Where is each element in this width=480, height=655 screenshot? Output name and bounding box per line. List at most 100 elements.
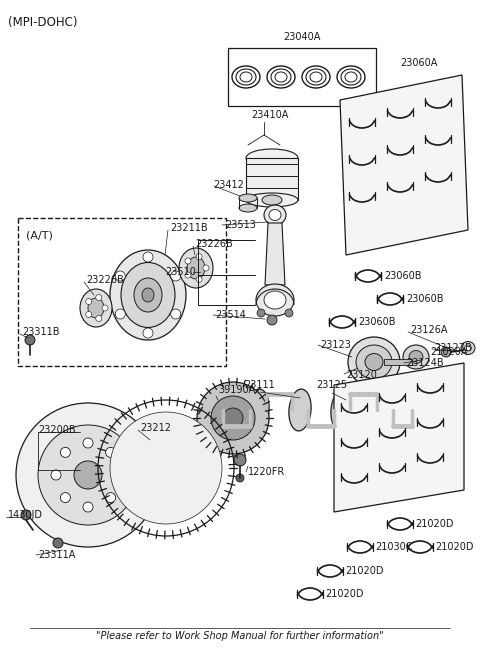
Ellipse shape [110, 250, 186, 340]
Text: 21030C: 21030C [375, 542, 412, 552]
Text: 23311A: 23311A [38, 550, 75, 560]
Ellipse shape [80, 289, 112, 327]
Text: 23060B: 23060B [358, 317, 396, 327]
Circle shape [74, 461, 102, 489]
Circle shape [196, 276, 202, 282]
Polygon shape [334, 363, 464, 512]
Ellipse shape [262, 195, 282, 205]
Text: 21020D: 21020D [435, 542, 473, 552]
Circle shape [115, 309, 125, 319]
Text: "Please refer to Work Shop Manual for further information": "Please refer to Work Shop Manual for fu… [96, 631, 384, 641]
Ellipse shape [441, 347, 451, 357]
Text: 21020D: 21020D [325, 589, 363, 599]
Circle shape [25, 335, 35, 345]
Ellipse shape [289, 389, 311, 431]
Circle shape [171, 271, 180, 281]
Text: 23120: 23120 [346, 370, 377, 380]
Text: 23311B: 23311B [22, 327, 60, 337]
Circle shape [143, 252, 153, 262]
Circle shape [223, 408, 243, 428]
Text: 23125: 23125 [316, 380, 348, 390]
Text: 23212: 23212 [140, 423, 171, 433]
Text: 23226B: 23226B [195, 239, 233, 249]
Circle shape [96, 295, 102, 301]
Ellipse shape [461, 341, 475, 354]
Ellipse shape [409, 350, 423, 364]
Ellipse shape [187, 257, 205, 279]
Text: 23412: 23412 [213, 180, 244, 190]
Ellipse shape [264, 205, 286, 225]
Ellipse shape [246, 149, 298, 167]
Ellipse shape [239, 204, 257, 212]
Ellipse shape [134, 278, 162, 312]
Ellipse shape [247, 389, 269, 431]
Ellipse shape [365, 354, 383, 371]
Circle shape [83, 502, 93, 512]
Text: 21020D: 21020D [415, 519, 454, 529]
Bar [246, 158, 298, 200]
Text: 23060A: 23060A [400, 58, 437, 68]
Circle shape [106, 493, 116, 502]
Circle shape [234, 454, 246, 466]
Ellipse shape [121, 263, 175, 328]
Circle shape [267, 315, 277, 325]
Text: 21020D: 21020D [345, 566, 384, 576]
Text: 23127B: 23127B [434, 343, 472, 353]
Ellipse shape [246, 193, 298, 207]
Circle shape [38, 425, 138, 525]
Ellipse shape [269, 210, 281, 221]
Circle shape [53, 538, 63, 548]
Circle shape [106, 447, 116, 457]
Text: 23226B: 23226B [86, 275, 124, 285]
Ellipse shape [465, 345, 471, 351]
Text: 23060B: 23060B [406, 294, 444, 304]
Circle shape [115, 271, 125, 281]
Text: 23510: 23510 [165, 267, 196, 277]
Circle shape [344, 394, 356, 406]
Circle shape [60, 493, 71, 502]
Ellipse shape [403, 345, 429, 369]
Circle shape [83, 438, 93, 448]
Circle shape [197, 382, 269, 454]
Text: 23040A: 23040A [283, 32, 321, 42]
Text: 1430JD: 1430JD [8, 510, 43, 520]
Bar [228, 48, 376, 106]
Circle shape [171, 309, 180, 319]
Circle shape [185, 272, 191, 278]
Circle shape [236, 474, 244, 482]
Text: 23200B: 23200B [38, 425, 76, 435]
Ellipse shape [348, 337, 400, 387]
Circle shape [21, 510, 31, 520]
Ellipse shape [331, 389, 353, 431]
Polygon shape [265, 223, 285, 285]
Circle shape [143, 328, 153, 338]
Circle shape [211, 396, 255, 440]
Circle shape [115, 470, 125, 480]
Text: 23124B: 23124B [406, 358, 444, 368]
Circle shape [86, 299, 92, 305]
Text: (A/T): (A/T) [26, 230, 53, 240]
Circle shape [60, 447, 71, 457]
Ellipse shape [356, 345, 392, 379]
Circle shape [86, 312, 92, 318]
Ellipse shape [374, 389, 396, 431]
Text: 23111: 23111 [245, 380, 276, 390]
Circle shape [110, 412, 222, 524]
Circle shape [102, 305, 108, 311]
Bar [18, 218, 226, 366]
Ellipse shape [256, 284, 294, 316]
Text: 23410A: 23410A [252, 110, 288, 120]
Text: (MPI-DOHC): (MPI-DOHC) [8, 16, 77, 29]
Text: 23211B: 23211B [170, 223, 208, 233]
Text: 39190A: 39190A [218, 385, 255, 395]
Bar [384, 359, 412, 365]
Ellipse shape [142, 288, 154, 302]
Ellipse shape [264, 291, 286, 309]
Text: 23123: 23123 [320, 340, 351, 350]
Circle shape [203, 265, 209, 271]
Text: 23060B: 23060B [384, 271, 421, 281]
Ellipse shape [239, 194, 257, 202]
Ellipse shape [204, 389, 226, 431]
Circle shape [96, 316, 102, 322]
Circle shape [16, 403, 160, 547]
